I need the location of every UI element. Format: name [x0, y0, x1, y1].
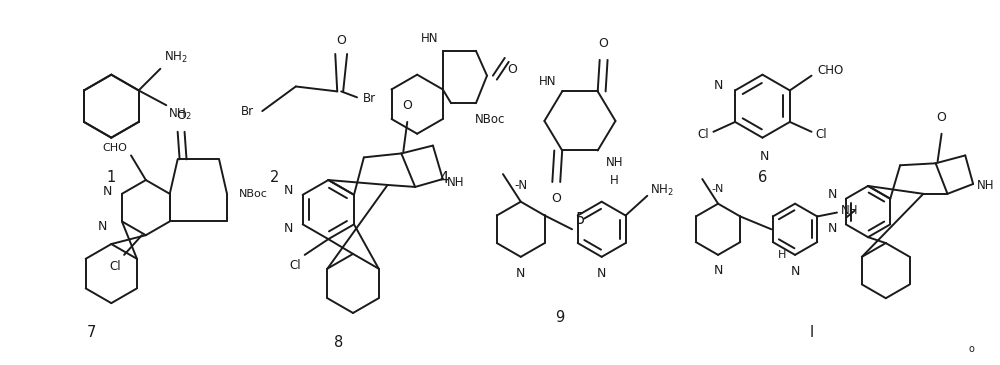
Text: O: O [508, 63, 518, 76]
Text: 2: 2 [269, 170, 279, 185]
Text: NBoc: NBoc [475, 113, 505, 126]
Text: N: N [283, 222, 293, 235]
Text: o: o [969, 344, 975, 354]
Text: 6: 6 [758, 170, 767, 185]
Text: N: N [760, 150, 769, 162]
Text: N: N [790, 265, 800, 278]
Text: -N: -N [514, 179, 527, 192]
Text: 5: 5 [575, 212, 585, 227]
Text: I: I [810, 325, 814, 340]
Text: NBoc: NBoc [239, 189, 268, 199]
Text: NH: NH [841, 204, 858, 217]
Text: CHO: CHO [817, 64, 844, 77]
Text: N: N [516, 267, 525, 280]
Text: Br: Br [363, 92, 376, 105]
Text: N: N [98, 220, 107, 233]
Text: N: N [713, 264, 723, 277]
Text: 1: 1 [107, 170, 116, 185]
Text: -N: -N [712, 184, 724, 194]
Text: N: N [714, 79, 723, 92]
Text: 4: 4 [439, 170, 448, 185]
Text: NH: NH [447, 176, 464, 188]
Text: O: O [551, 192, 561, 205]
Text: Br: Br [241, 105, 254, 118]
Text: 9: 9 [556, 310, 565, 326]
Text: H: H [610, 174, 618, 187]
Text: O: O [177, 109, 187, 122]
Text: O: O [599, 37, 609, 50]
Text: NH$_2$: NH$_2$ [650, 183, 674, 199]
Text: NH$_2$: NH$_2$ [168, 107, 192, 122]
Text: NH: NH [606, 157, 623, 169]
Text: N: N [283, 184, 293, 197]
Text: NH$_2$: NH$_2$ [164, 50, 188, 65]
Text: N: N [597, 267, 606, 280]
Text: Cl: Cl [698, 128, 709, 141]
Text: O: O [336, 34, 346, 47]
Text: N: N [828, 222, 837, 235]
Text: Cl: Cl [110, 260, 121, 273]
Text: N: N [103, 185, 112, 198]
Text: O: O [402, 99, 412, 112]
Text: 8: 8 [334, 335, 343, 350]
Text: H: H [778, 250, 786, 260]
Text: HN: HN [421, 32, 439, 45]
Text: NH: NH [977, 180, 995, 192]
Text: Cl: Cl [289, 259, 301, 272]
Text: HN: HN [539, 75, 556, 88]
Text: O: O [937, 111, 946, 124]
Text: 7: 7 [87, 325, 96, 340]
Text: Cl: Cl [815, 128, 827, 141]
Text: CHO: CHO [102, 143, 127, 153]
Text: N: N [828, 188, 837, 201]
